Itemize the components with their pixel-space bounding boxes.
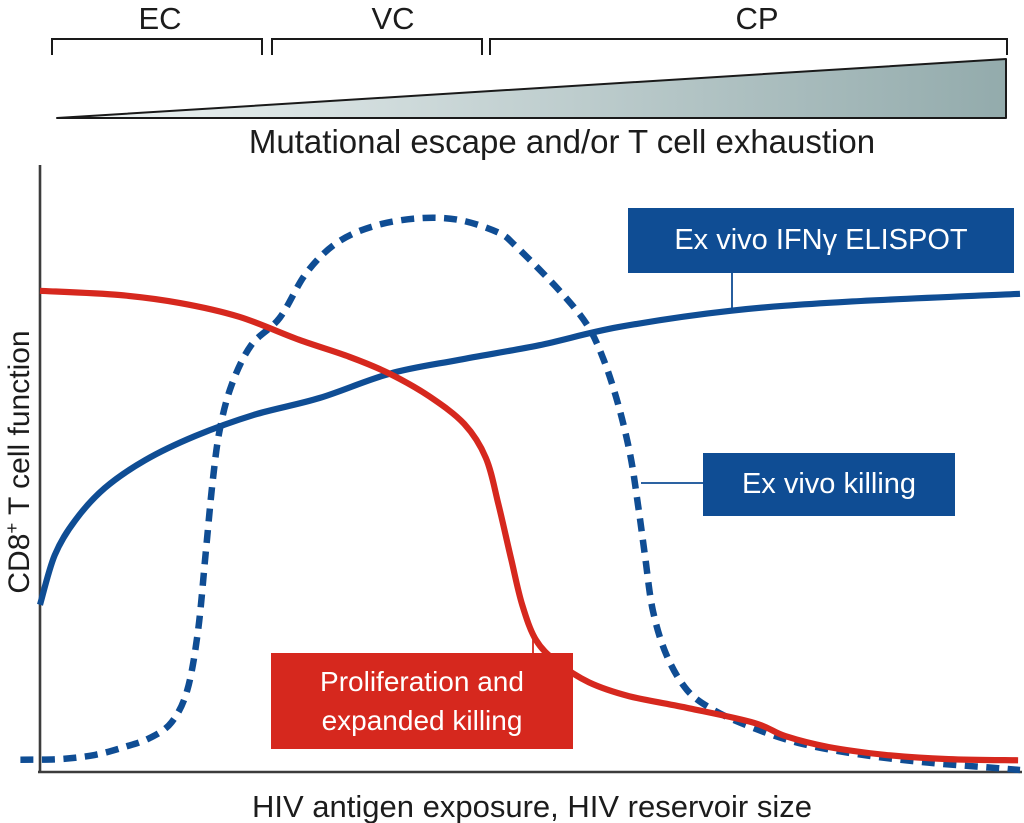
bracket-vc xyxy=(271,38,483,55)
bracket-label-cp: CP xyxy=(735,1,779,36)
curve-ex-vivo-killing xyxy=(20,214,1021,774)
bracket-label-vc: VC xyxy=(371,1,415,36)
curve-ex-vivo-ifn-elispot xyxy=(37,290,1021,606)
top-panel-art xyxy=(51,38,1008,119)
bracket-ec xyxy=(51,38,263,55)
leader-lines xyxy=(532,273,733,653)
bracket-cp xyxy=(489,38,1008,55)
y-axis-label-sup: + xyxy=(1,522,22,534)
label-box-proliferation-line2: expanded killing xyxy=(321,705,523,736)
y-axis-label: CD8+ T cell function xyxy=(1,330,37,593)
curves xyxy=(20,214,1021,774)
y-axis-label-pre: CD8 xyxy=(3,533,36,594)
label-box-killing: Ex vivo killing xyxy=(703,453,955,516)
y-axis-label-post: T cell function xyxy=(3,330,36,523)
gradient-caption: Mutational escape and/or T cell exhausti… xyxy=(248,123,876,160)
label-box-proliferation: Proliferation and expanded killing xyxy=(271,653,573,749)
axes xyxy=(38,165,1022,774)
label-box-proliferation-line1: Proliferation and xyxy=(320,665,524,697)
gradient-triangle xyxy=(56,58,1007,119)
x-axis-label: HIV antigen exposure, HIV reservoir size xyxy=(252,789,812,823)
bracket-label-ec: EC xyxy=(138,1,182,36)
label-box-elispot: Ex vivo IFNγ ELISPOT xyxy=(628,208,1014,273)
curve-proliferation-and-expanded-killing xyxy=(39,287,1019,764)
